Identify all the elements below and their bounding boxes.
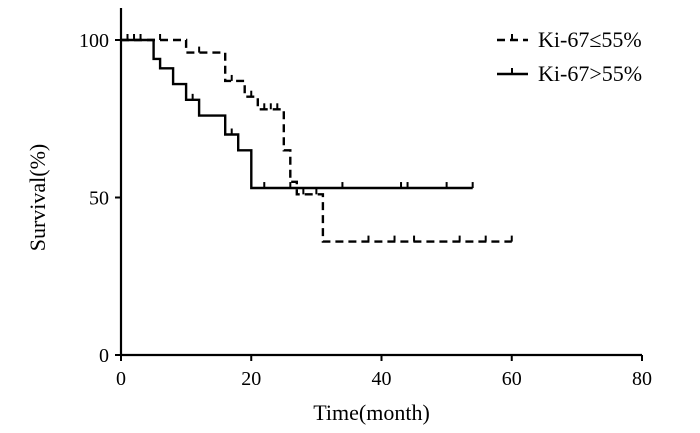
y-axis-title: Survival(%) <box>25 144 50 252</box>
legend-entry: Ki-67≤55% <box>497 27 642 52</box>
x-tick-label: 80 <box>632 368 652 390</box>
legend-label: Ki-67≤55% <box>538 27 642 52</box>
y-tick-label: 0 <box>99 345 109 367</box>
legend: Ki-67≤55% Ki-67>55% <box>497 27 642 86</box>
legend-entry: Ki-67>55% <box>497 61 642 86</box>
x-axis-title: Time(month) <box>313 400 430 425</box>
series-line <box>121 38 512 243</box>
y-tick-label: 100 <box>79 30 109 52</box>
x-tick-label: 20 <box>241 368 261 390</box>
axes: 0 20 40 60 80 0 50 100 Time(month) Survival(%) <box>25 8 652 425</box>
series-line <box>121 38 473 190</box>
series-1 <box>121 34 513 243</box>
legend-label: Ki-67>55% <box>538 61 642 86</box>
x-tick-label: 40 <box>372 368 392 390</box>
x-tick-label: 60 <box>502 368 522 390</box>
plot-marks <box>121 34 513 243</box>
x-tick-label: 0 <box>116 368 126 390</box>
series-2 <box>121 34 474 190</box>
y-tick-label: 50 <box>89 188 109 210</box>
